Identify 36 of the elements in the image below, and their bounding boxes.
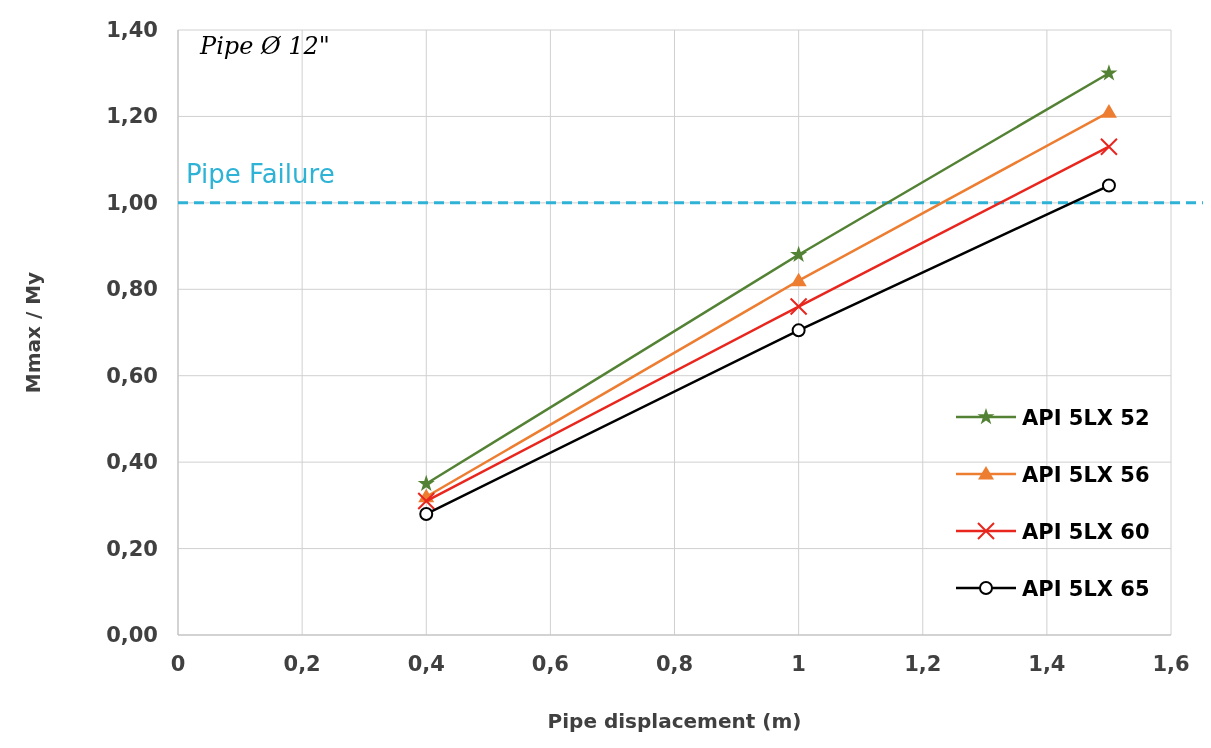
x-tick-label: 1,6 <box>1152 652 1190 676</box>
x-tick-label: 0,4 <box>407 652 445 676</box>
y-tick-label: 1,40 <box>106 18 158 42</box>
y-tick-label: 1,20 <box>106 104 158 129</box>
x-tick-label: 0,2 <box>283 652 321 676</box>
x-tick-label: 1,4 <box>1028 652 1066 676</box>
x-tick-label: 0 <box>170 652 186 676</box>
y-tick-label: 0,80 <box>106 277 158 302</box>
x-tick-label: 1 <box>791 652 806 676</box>
point <box>419 507 434 521</box>
point <box>790 245 808 262</box>
x-axis-title: Pipe displacement (m) <box>547 709 802 733</box>
legend-label: API 5LX 65 <box>1022 577 1150 601</box>
x-tick-label: 0,8 <box>655 652 694 676</box>
point <box>1100 64 1118 81</box>
point <box>1101 178 1116 193</box>
legend-label: API 5LX 52 <box>1022 406 1150 430</box>
y-tick-label: 0,40 <box>106 450 158 475</box>
legend-label: API 5LX 60 <box>1022 520 1150 544</box>
x-tick-label: 0,6 <box>531 652 569 676</box>
point <box>417 474 435 492</box>
y-axis-title: Mmax / My <box>21 271 45 394</box>
point <box>790 272 807 287</box>
point <box>1099 137 1118 156</box>
y-tick-label: 1,00 <box>106 190 158 215</box>
y-tick-label: 0,00 <box>106 623 158 647</box>
ref-line-label: Pipe Failure <box>186 158 335 189</box>
x-tick-label: 1,2 <box>904 652 942 676</box>
y-tick-label: 0,20 <box>106 536 158 561</box>
point <box>1100 104 1117 118</box>
point <box>417 492 436 511</box>
point <box>789 297 808 316</box>
y-tick-label: 0,60 <box>106 363 158 388</box>
legend-label: API 5LX 56 <box>1022 463 1150 487</box>
annotation: Pipe Ø 12" <box>199 32 330 60</box>
point <box>791 323 806 338</box>
